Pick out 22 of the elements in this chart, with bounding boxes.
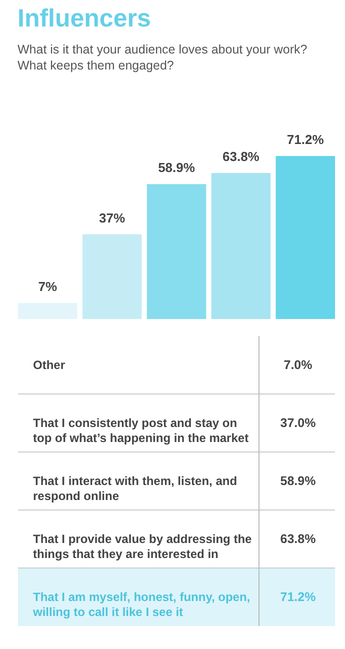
data-label: 37% — [99, 210, 126, 226]
bar — [146, 184, 206, 319]
text: That I consistently post and stay on top of what’s happening in the market — [33, 416, 249, 445]
text: 7.0% — [284, 358, 312, 372]
chart-subtitle: What is it that your audience loves about your work? What keeps them engaged? — [18, 42, 308, 72]
text: Other — [33, 358, 66, 372]
data-label: 58.9% — [158, 160, 196, 176]
data-label: 63.8% — [222, 148, 260, 164]
text: 37.0% — [280, 416, 316, 430]
bar — [82, 234, 142, 319]
text: 63.8% — [280, 532, 316, 546]
chart-title: Influencers — [18, 4, 151, 32]
bar — [276, 156, 335, 319]
data-label: 71.2% — [286, 132, 324, 147]
bar — [18, 302, 78, 319]
text: 71.2% — [280, 590, 316, 604]
text: That I am myself, honest, funny, open, willing to call it like I see it — [32, 590, 250, 619]
text: That I interact with them, listen, and respond online — [33, 474, 238, 503]
data-label: 7% — [38, 278, 58, 294]
bar — [211, 172, 271, 319]
text: 58.9% — [280, 474, 316, 488]
text: That I provide value by addressing the things that they are interested in — [33, 532, 252, 561]
